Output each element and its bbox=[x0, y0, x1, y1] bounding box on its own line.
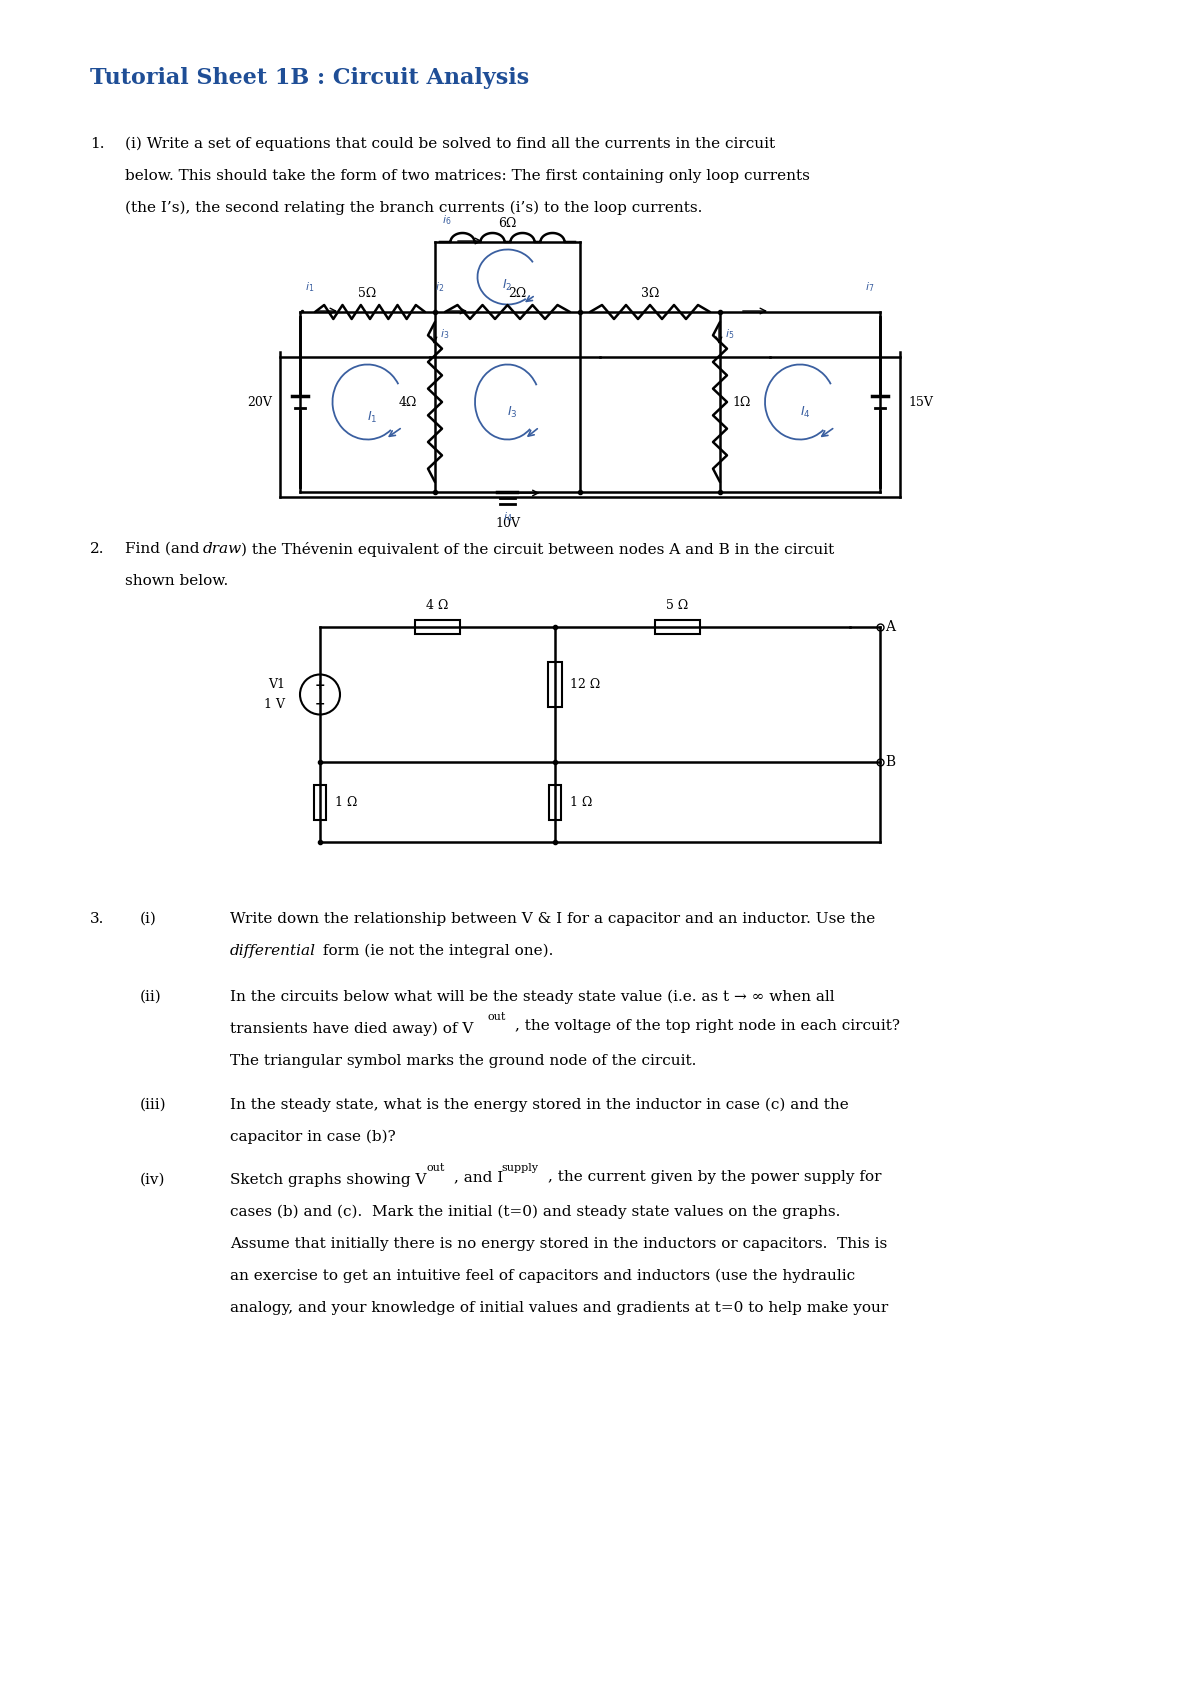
Text: 1.: 1. bbox=[90, 137, 104, 151]
Text: (iv): (iv) bbox=[140, 1173, 166, 1186]
Text: 1 Ω: 1 Ω bbox=[570, 796, 593, 808]
Text: , and I: , and I bbox=[454, 1169, 503, 1185]
Text: 2.: 2. bbox=[90, 541, 104, 557]
Text: (i) Write a set of equations that could be solved to find all the currents in th: (i) Write a set of equations that could … bbox=[125, 137, 775, 151]
Text: , the voltage of the top right node in each circuit?: , the voltage of the top right node in e… bbox=[515, 1018, 900, 1033]
Text: transients have died away) of V: transients have died away) of V bbox=[230, 1022, 473, 1037]
Text: capacitor in case (b)?: capacitor in case (b)? bbox=[230, 1130, 396, 1144]
Text: 5 Ω: 5 Ω bbox=[666, 599, 689, 613]
Text: $i_2$: $i_2$ bbox=[434, 280, 444, 294]
Text: B: B bbox=[886, 755, 895, 769]
Text: 4 Ω: 4 Ω bbox=[426, 599, 449, 613]
Text: $i_7$: $i_7$ bbox=[865, 280, 875, 294]
Bar bbox=[655, 619, 700, 635]
Text: 1 Ω: 1 Ω bbox=[335, 796, 358, 808]
Bar bbox=[314, 784, 326, 820]
Text: (ii): (ii) bbox=[140, 989, 162, 1005]
Text: 1Ω: 1Ω bbox=[732, 395, 750, 409]
Text: out: out bbox=[488, 1011, 506, 1022]
Text: ) the Thévenin equivalent of the circuit between nodes A and B in the circuit: ) the Thévenin equivalent of the circuit… bbox=[240, 541, 834, 557]
Text: $i_4$: $i_4$ bbox=[503, 511, 512, 524]
Text: 12 Ω: 12 Ω bbox=[570, 679, 600, 691]
Text: $i_5$: $i_5$ bbox=[725, 328, 734, 341]
Text: In the circuits below what will be the steady state value (i.e. as t → ∞ when al: In the circuits below what will be the s… bbox=[230, 989, 835, 1005]
Text: (the I’s), the second relating the branch currents (i’s) to the loop currents.: (the I’s), the second relating the branc… bbox=[125, 200, 702, 216]
Text: 4Ω: 4Ω bbox=[398, 395, 418, 409]
Text: Tutorial Sheet 1B : Circuit Analysis: Tutorial Sheet 1B : Circuit Analysis bbox=[90, 66, 529, 88]
Text: differential: differential bbox=[230, 944, 316, 959]
Text: analogy, and your knowledge of initial values and gradients at t=0 to help make : analogy, and your knowledge of initial v… bbox=[230, 1302, 888, 1315]
Text: out: out bbox=[427, 1162, 445, 1173]
Text: In the steady state, what is the energy stored in the inductor in case (c) and t: In the steady state, what is the energy … bbox=[230, 1098, 848, 1113]
Text: Write down the relationship between V & I for a capacitor and an inductor. Use t: Write down the relationship between V & … bbox=[230, 911, 875, 927]
Text: below. This should take the form of two matrices: The first containing only loop: below. This should take the form of two … bbox=[125, 170, 810, 183]
Bar bbox=[548, 662, 562, 708]
Text: (iii): (iii) bbox=[140, 1098, 167, 1112]
Text: an exercise to get an intuitive feel of capacitors and inductors (use the hydrau: an exercise to get an intuitive feel of … bbox=[230, 1269, 856, 1283]
Text: 3.: 3. bbox=[90, 911, 104, 927]
Text: $I_1$: $I_1$ bbox=[367, 409, 378, 424]
Text: 6Ω: 6Ω bbox=[498, 217, 517, 231]
Text: shown below.: shown below. bbox=[125, 574, 228, 587]
Text: cases (b) and (c).  Mark the initial (t=0) and steady state values on the graphs: cases (b) and (c). Mark the initial (t=0… bbox=[230, 1205, 840, 1220]
Text: 5Ω: 5Ω bbox=[359, 287, 377, 300]
Text: 3Ω: 3Ω bbox=[641, 287, 659, 300]
Text: 20V: 20V bbox=[247, 395, 272, 409]
Text: +: + bbox=[314, 679, 325, 692]
Text: supply: supply bbox=[500, 1162, 538, 1173]
Text: −: − bbox=[314, 697, 325, 709]
Text: form (ie not the integral one).: form (ie not the integral one). bbox=[318, 944, 553, 959]
Text: $i_3$: $i_3$ bbox=[440, 328, 449, 341]
Text: $I_4$: $I_4$ bbox=[799, 404, 810, 419]
Bar bbox=[550, 784, 562, 820]
Bar bbox=[415, 619, 460, 635]
Text: draw: draw bbox=[203, 541, 242, 557]
Text: The triangular symbol marks the ground node of the circuit.: The triangular symbol marks the ground n… bbox=[230, 1054, 696, 1067]
Text: A: A bbox=[886, 619, 895, 635]
Text: 10V: 10V bbox=[494, 518, 520, 529]
Text: 15V: 15V bbox=[908, 395, 932, 409]
Text: $i_6$: $i_6$ bbox=[443, 214, 451, 227]
Text: 1 V: 1 V bbox=[264, 697, 286, 711]
Text: V1: V1 bbox=[268, 679, 286, 691]
Text: $i_1$: $i_1$ bbox=[305, 280, 314, 294]
Text: Sketch graphs showing V: Sketch graphs showing V bbox=[230, 1173, 426, 1186]
Text: 2Ω: 2Ω bbox=[509, 287, 527, 300]
Text: Assume that initially there is no energy stored in the inductors or capacitors. : Assume that initially there is no energy… bbox=[230, 1237, 887, 1251]
Text: , the current given by the power supply for: , the current given by the power supply … bbox=[548, 1169, 882, 1185]
Text: $I_2$: $I_2$ bbox=[503, 277, 512, 292]
Text: $I_3$: $I_3$ bbox=[508, 404, 517, 419]
Text: (i): (i) bbox=[140, 911, 157, 927]
Text: Find (and: Find (and bbox=[125, 541, 204, 557]
